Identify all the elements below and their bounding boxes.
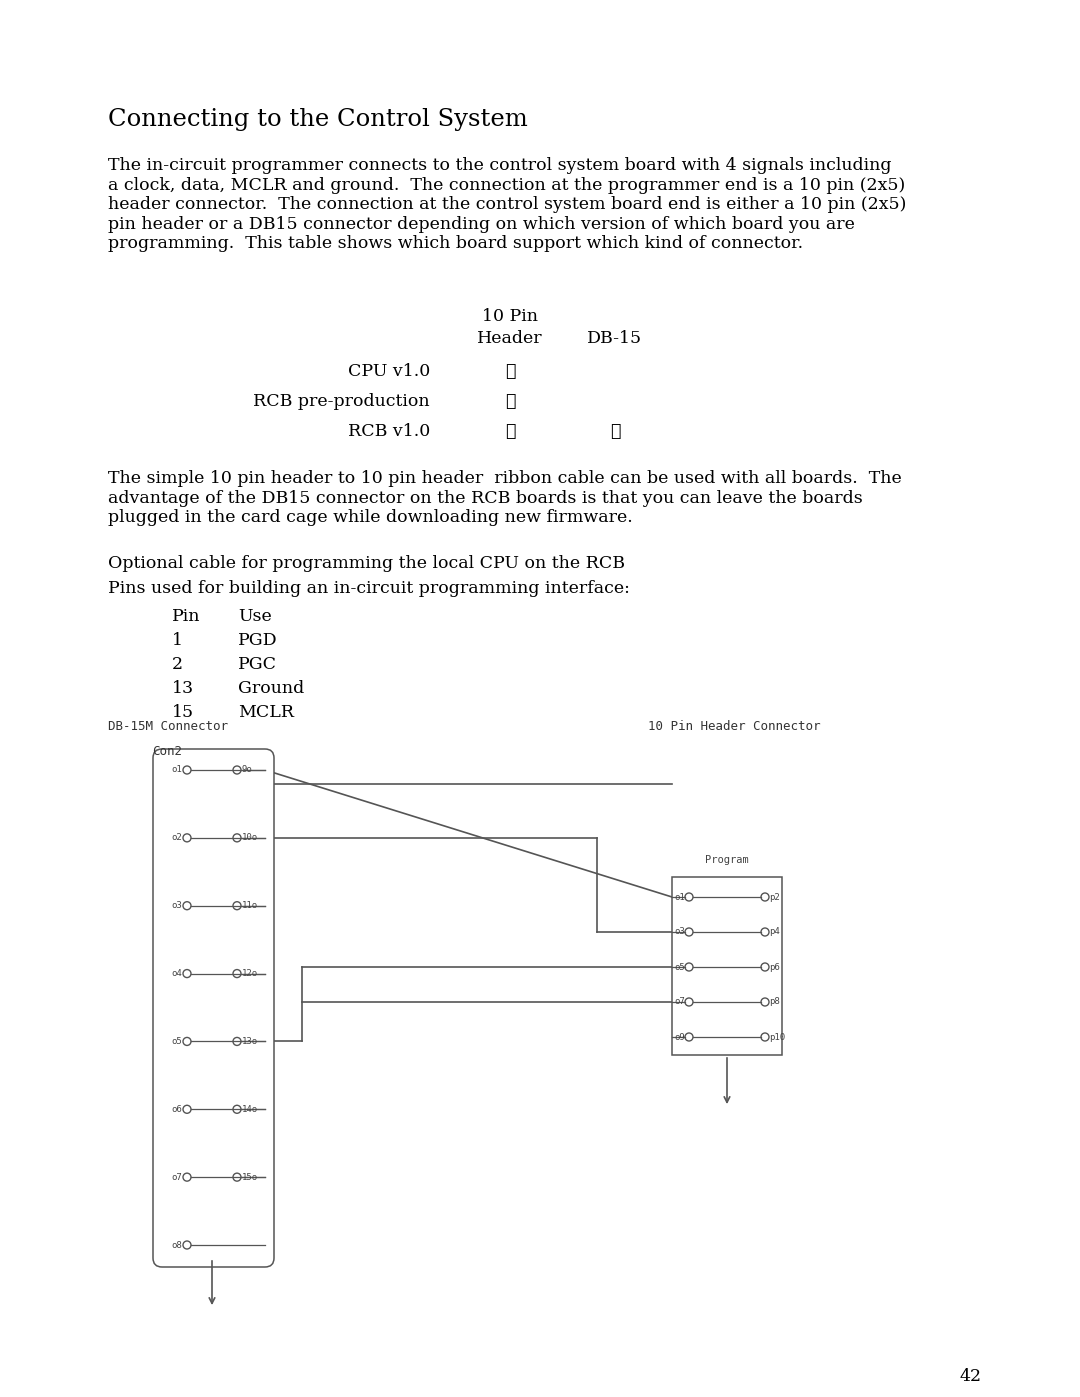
Text: Use: Use (238, 608, 272, 624)
Text: 13: 13 (172, 680, 194, 697)
Text: PGD: PGD (238, 631, 278, 650)
Text: p10: p10 (769, 1032, 785, 1042)
Text: RCB pre-production: RCB pre-production (254, 393, 430, 409)
Text: 15: 15 (172, 704, 194, 721)
Bar (672, 877, 782, 1055)
Text: DB-15: DB-15 (588, 330, 643, 346)
Text: PGC: PGC (238, 657, 276, 673)
Text: Header: Header (477, 330, 543, 346)
Text: Connecting to the Control System: Connecting to the Control System (108, 108, 528, 131)
Text: The simple 10 pin header to 10 pin header  ribbon cable can be used with all boa: The simple 10 pin header to 10 pin heade… (108, 469, 902, 527)
Text: p2: p2 (769, 893, 780, 901)
Text: Con2: Con2 (152, 745, 183, 759)
Text: Program: Program (705, 855, 748, 865)
Text: 9o: 9o (242, 766, 253, 774)
Text: o1: o1 (674, 893, 685, 901)
Text: CPU v1.0: CPU v1.0 (348, 363, 430, 380)
Text: o5: o5 (674, 963, 685, 971)
Text: 11o: 11o (242, 901, 258, 911)
Text: o1: o1 (172, 766, 183, 774)
Text: ☑: ☑ (610, 423, 620, 440)
Text: ☑: ☑ (504, 363, 515, 380)
Text: o7: o7 (674, 997, 685, 1006)
Text: The in-circuit programmer connects to the control system board with 4 signals in: The in-circuit programmer connects to th… (108, 156, 906, 253)
Text: 15o: 15o (242, 1172, 258, 1182)
Text: DB-15M Connector: DB-15M Connector (108, 719, 228, 733)
Text: Optional cable for programming the local CPU on the RCB: Optional cable for programming the local… (108, 555, 625, 571)
FancyBboxPatch shape (153, 749, 274, 1267)
Text: 14o: 14o (242, 1105, 258, 1113)
Text: 10 Pin Header Connector: 10 Pin Header Connector (648, 719, 821, 733)
Text: 1: 1 (172, 631, 183, 650)
Text: o6: o6 (172, 1105, 183, 1113)
Text: o5: o5 (172, 1037, 183, 1046)
Text: 10o: 10o (242, 834, 258, 842)
Text: p4: p4 (769, 928, 780, 936)
Text: o3: o3 (674, 928, 685, 936)
Text: ☑: ☑ (504, 423, 515, 440)
Text: 10 Pin: 10 Pin (482, 307, 538, 326)
Text: p8: p8 (769, 997, 780, 1006)
Text: MCLR: MCLR (238, 704, 294, 721)
Text: Pin: Pin (172, 608, 201, 624)
Text: RCB v1.0: RCB v1.0 (348, 423, 430, 440)
Text: 2: 2 (172, 657, 184, 673)
Text: ☑: ☑ (504, 393, 515, 409)
Text: Ground: Ground (238, 680, 305, 697)
Text: 12o: 12o (242, 970, 258, 978)
Text: p6: p6 (769, 963, 780, 971)
Text: o8: o8 (172, 1241, 183, 1249)
Text: 13o: 13o (242, 1037, 258, 1046)
Text: o3: o3 (172, 901, 183, 911)
Text: Pins used for building an in-circuit programming interface:: Pins used for building an in-circuit pro… (108, 580, 630, 597)
Text: o7: o7 (172, 1172, 183, 1182)
Text: o2: o2 (172, 834, 183, 842)
Text: o4: o4 (172, 970, 183, 978)
Text: 42: 42 (960, 1368, 982, 1384)
Text: o9: o9 (674, 1032, 685, 1042)
